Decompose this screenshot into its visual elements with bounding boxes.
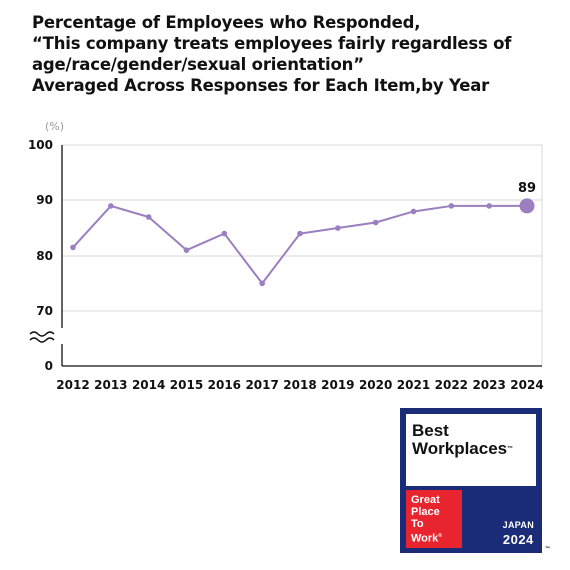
series-path (72, 204, 527, 285)
y-tick-label: 0 (45, 359, 53, 373)
gridlines (62, 144, 543, 367)
data-point (372, 219, 379, 226)
x-tick-label: 2016 (208, 378, 241, 392)
title-line-2: “This company treats employees fairly re… (32, 34, 512, 53)
badge-outer-tm: ™ (545, 546, 550, 552)
chart-title: Percentage of Employees who Responded, “… (32, 12, 562, 96)
x-tick-label: 2023 (472, 378, 505, 392)
data-point (297, 230, 303, 237)
title-line-4: Averaged Across Responses for Each Item,… (32, 76, 490, 95)
data-point (410, 208, 417, 215)
x-tick-label: 2018 (283, 378, 316, 392)
title-line-3: age/race/gender/sexual orientation” (32, 55, 364, 74)
axis-break-icon (29, 331, 55, 343)
x-tick-label: 2017 (245, 378, 278, 392)
x-tick-label: 2014 (132, 378, 165, 392)
y-tick-label: 100 (28, 138, 53, 152)
series-line (72, 204, 527, 285)
data-point (335, 225, 341, 231)
gptw-logo: Great Place To Work® (406, 490, 462, 548)
x-tick-label: 2019 (321, 378, 354, 392)
data-point (448, 203, 455, 209)
y-tick-label: 90 (36, 193, 53, 207)
data-point (259, 280, 265, 287)
y-tick-labels: 100 90 80 70 0 (28, 138, 53, 373)
gptw-line-4: Work (411, 532, 439, 545)
data-point (145, 214, 152, 220)
gptw-line-2: Place (411, 506, 440, 518)
badge-country-name: JAPAN (502, 520, 534, 530)
data-point (486, 203, 492, 209)
break-wave-2 (29, 337, 55, 343)
x-tick-label: 2022 (435, 378, 468, 392)
x-tick-label: 2021 (397, 378, 430, 392)
badge-year: 2024 (502, 532, 534, 547)
x-tick-label: 2012 (56, 378, 89, 392)
unit-label: (%) (45, 120, 64, 133)
data-points (70, 198, 535, 287)
break-wave-1 (29, 331, 55, 337)
x-tick-labels: 2012 2013 2014 2015 2016 2017 2018 2019 2020 2021… (56, 378, 543, 392)
best-workplaces-badge: Best Workplaces™ Great Place To Work® JA… (400, 408, 542, 553)
x-tick-label: 2013 (94, 378, 127, 392)
data-point (183, 247, 190, 253)
badge-title: Best Workplaces™ (406, 414, 536, 486)
data-point (70, 244, 76, 251)
y-tick-label: 80 (36, 249, 53, 263)
data-point (221, 230, 228, 237)
badge-line-1: Best (412, 421, 449, 440)
badge-tm: ™ (507, 446, 514, 452)
gptw-line-1: Great (411, 494, 440, 506)
gptw-line-3: To (411, 518, 424, 530)
badge-line-2: Workplaces (412, 439, 508, 458)
title-line-1: Percentage of Employees who Responded, (32, 13, 421, 32)
x-tick-label: 2015 (170, 378, 203, 392)
x-tick-label: 2024 (510, 378, 543, 392)
gptw-registered: ® (438, 533, 442, 539)
x-tick-label: 2020 (359, 378, 392, 392)
data-point (108, 203, 114, 209)
badge-country: JAPAN 2024 (503, 520, 534, 547)
axes (61, 145, 542, 367)
y-tick-label: 70 (36, 304, 53, 318)
data-labels: 89 (518, 181, 536, 196)
highlight-point (519, 198, 535, 214)
highlight-value-label: 89 (518, 181, 536, 196)
